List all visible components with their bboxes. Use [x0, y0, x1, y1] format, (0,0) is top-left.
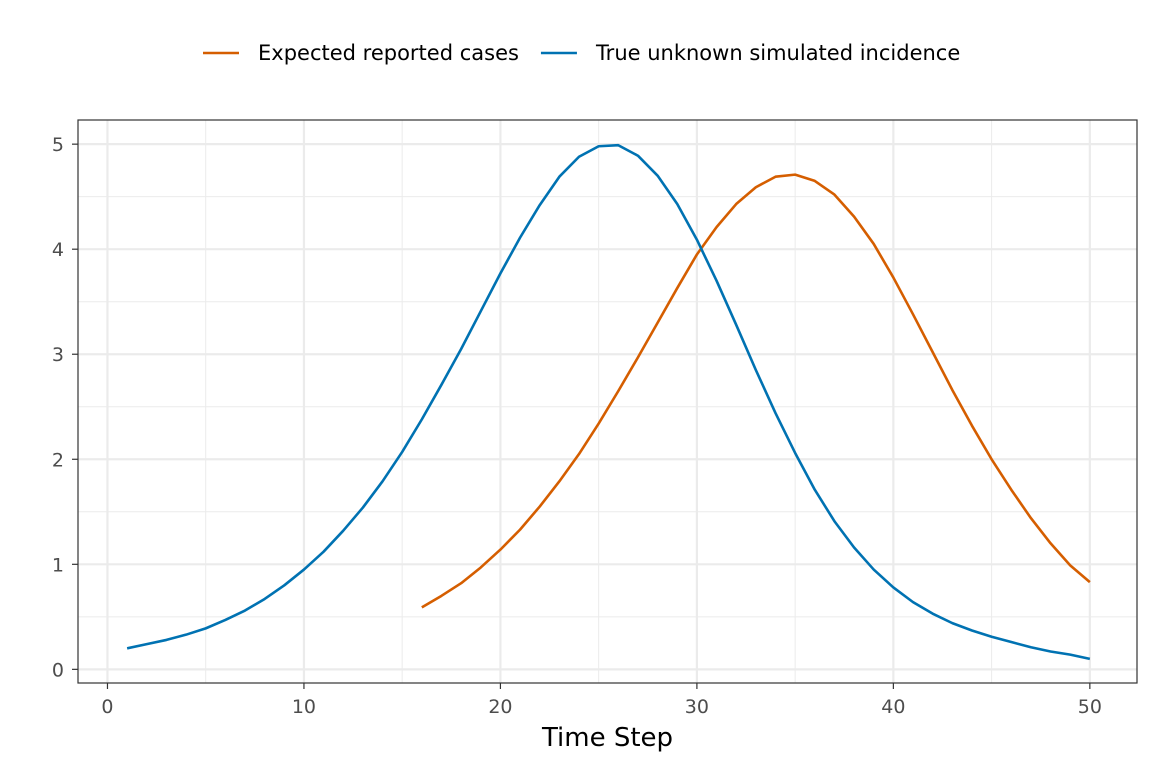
x-tick-label: 50 [1078, 696, 1102, 718]
x-tick-label: 10 [292, 696, 316, 718]
legend-label-2: True unknown simulated incidence [595, 41, 960, 65]
x-tick-label: 20 [488, 696, 512, 718]
y-tick-label: 5 [52, 134, 64, 156]
x-tick-label: 30 [685, 696, 709, 718]
grid [78, 120, 1137, 683]
x-tick-label: 40 [881, 696, 905, 718]
series-line-2 [126, 143, 1091, 661]
series-layer [126, 143, 1091, 661]
y-tick-label: 3 [52, 344, 64, 366]
x-tick-label: 0 [101, 696, 113, 718]
legend-item-1: Expected reported cases [203, 41, 519, 65]
legend-item-2: True unknown simulated incidence [540, 41, 960, 65]
y-tick-label: 0 [52, 659, 64, 681]
y-tick-label: 2 [52, 449, 64, 471]
legend: Expected reported cases True unknown simu… [203, 41, 960, 65]
legend-label-1: Expected reported cases [258, 41, 519, 65]
axes: 0 10 20 30 40 50 0 1 2 3 4 5 [52, 134, 1102, 718]
panel-border [77, 119, 1138, 684]
series-line-1 [421, 173, 1091, 609]
y-tick-label: 1 [52, 554, 64, 576]
x-axis-title: Time Step [541, 723, 673, 753]
y-tick-label: 4 [52, 239, 64, 261]
